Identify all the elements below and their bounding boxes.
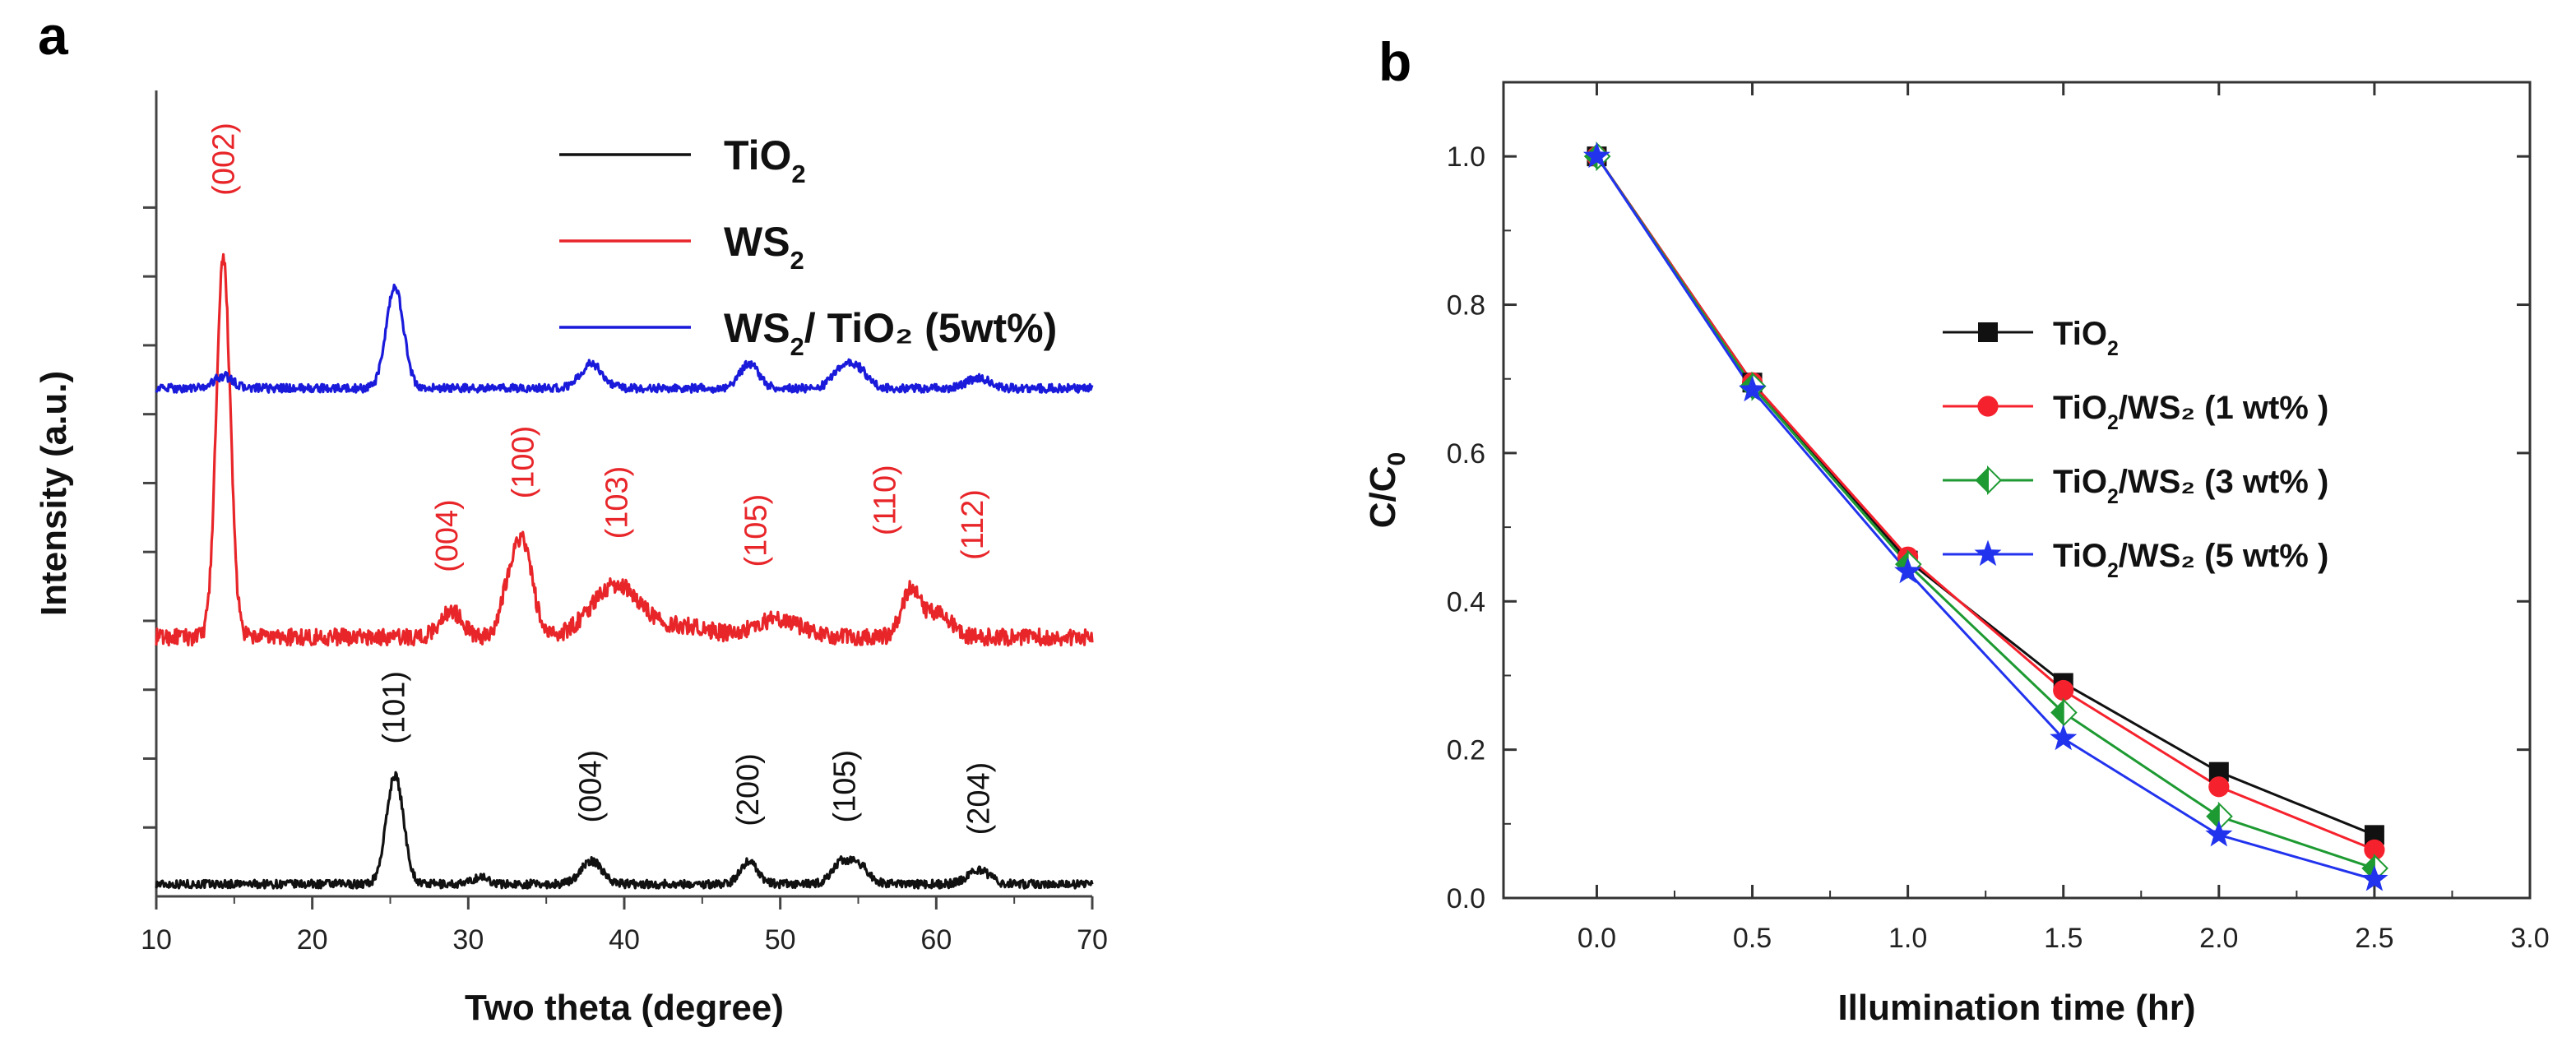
peak-label: (200) [731, 753, 766, 826]
data-point-star [1974, 539, 2002, 567]
data-point-circle [2364, 839, 2385, 860]
data-point-circle [2053, 679, 2074, 701]
y-axis-title: C/C0 [1363, 452, 1411, 528]
peak-label: (112) [956, 489, 990, 560]
peak-label: (103) [600, 466, 635, 539]
peak-label: (004) [573, 750, 608, 823]
y-axis-title: Intensity (a.u.) [34, 371, 74, 616]
legend-label: WS2 [724, 219, 804, 275]
x-tick-label: 30 [452, 924, 484, 956]
x-tick-label: 2.5 [2355, 923, 2393, 954]
x-axis-title: Two theta (degree) [465, 988, 784, 1028]
panel-a-letter: a [38, 5, 69, 66]
y-tick-label: 0.8 [1447, 290, 1485, 322]
series-line [1596, 155, 2375, 870]
peak-label: (105) [739, 494, 773, 567]
xrd-series-line [155, 283, 1094, 394]
data-point-star [1739, 375, 1767, 402]
plot-frame [1502, 81, 2532, 900]
x-tick-label: 10 [141, 924, 172, 956]
x-tick-label: 0.0 [1578, 923, 1616, 954]
y-tick-label: 0.0 [1447, 883, 1485, 914]
legend-label: TiO2 [724, 132, 806, 188]
peak-label: (101) [377, 671, 411, 744]
y-tick-label: 0.6 [1447, 438, 1485, 470]
data-point-diamond-half [2062, 697, 2078, 728]
x-axis-title: Illumination time (hr) [1837, 988, 2195, 1028]
data-point-square [1978, 322, 1998, 342]
x-tick-label: 1.5 [2044, 923, 2083, 954]
x-tick-label: 70 [1077, 924, 1108, 956]
xrd-series-line [155, 252, 1094, 647]
x-tick-label: 60 [920, 924, 952, 956]
x-tick-label: 0.5 [1733, 923, 1772, 954]
x-tick-label: 2.0 [2199, 923, 2238, 954]
series-line [1596, 155, 2375, 881]
peak-label: (004) [430, 499, 465, 572]
x-tick-label: 50 [765, 924, 796, 956]
data-point-star [2050, 724, 2078, 751]
data-point-diamond-half [2217, 801, 2233, 831]
x-tick-label: 20 [297, 924, 328, 956]
data-point-star [1582, 141, 1610, 169]
degradation-chart: 0.0 0.5 1.0 1.5 2.0 2.5 3.0 0.0 0.2 0.4 0.6 0.8 1.0 I… [1363, 81, 2550, 1028]
data-point-diamond-half [1987, 465, 2003, 496]
y-tick-label: 0.2 [1447, 735, 1485, 766]
peak-label: (002) [207, 123, 242, 196]
legend-label: TiO2/WS₂ (3 wt% ) [2053, 464, 2328, 508]
legend-label: WS2/ TiO₂ (5wt%) [724, 305, 1057, 361]
y-tick-label: 0.4 [1447, 586, 1485, 618]
xrd-series-line [155, 771, 1094, 890]
data-point-star [2361, 865, 2388, 891]
peak-label: (110) [869, 465, 903, 535]
y-tick-label: 1.0 [1447, 141, 1485, 173]
legend-label: TiO2/WS₂ (5 wt% ) [2053, 538, 2328, 582]
x-tick-label: 3.0 [2510, 923, 2549, 954]
panel-b-letter: b [1378, 31, 1411, 92]
data-point-star [2205, 820, 2233, 847]
xrd-chart: 10 20 30 40 50 60 70 Two theta (degree) Intensit… [34, 90, 1108, 1028]
legend-label: TiO2/WS₂ (1 wt% ) [2053, 390, 2328, 434]
data-point-circle [1977, 396, 1999, 417]
x-tick-label: 1.0 [1888, 923, 1927, 954]
peak-label: (204) [962, 762, 997, 836]
peak-label: (100) [507, 426, 541, 499]
peak-label: (105) [827, 750, 862, 823]
data-point-star [1894, 557, 1922, 584]
series-line [1596, 155, 2375, 851]
data-point-circle [2208, 776, 2230, 798]
legend-label: TiO2 [2053, 316, 2119, 360]
x-tick-label: 40 [609, 924, 640, 956]
